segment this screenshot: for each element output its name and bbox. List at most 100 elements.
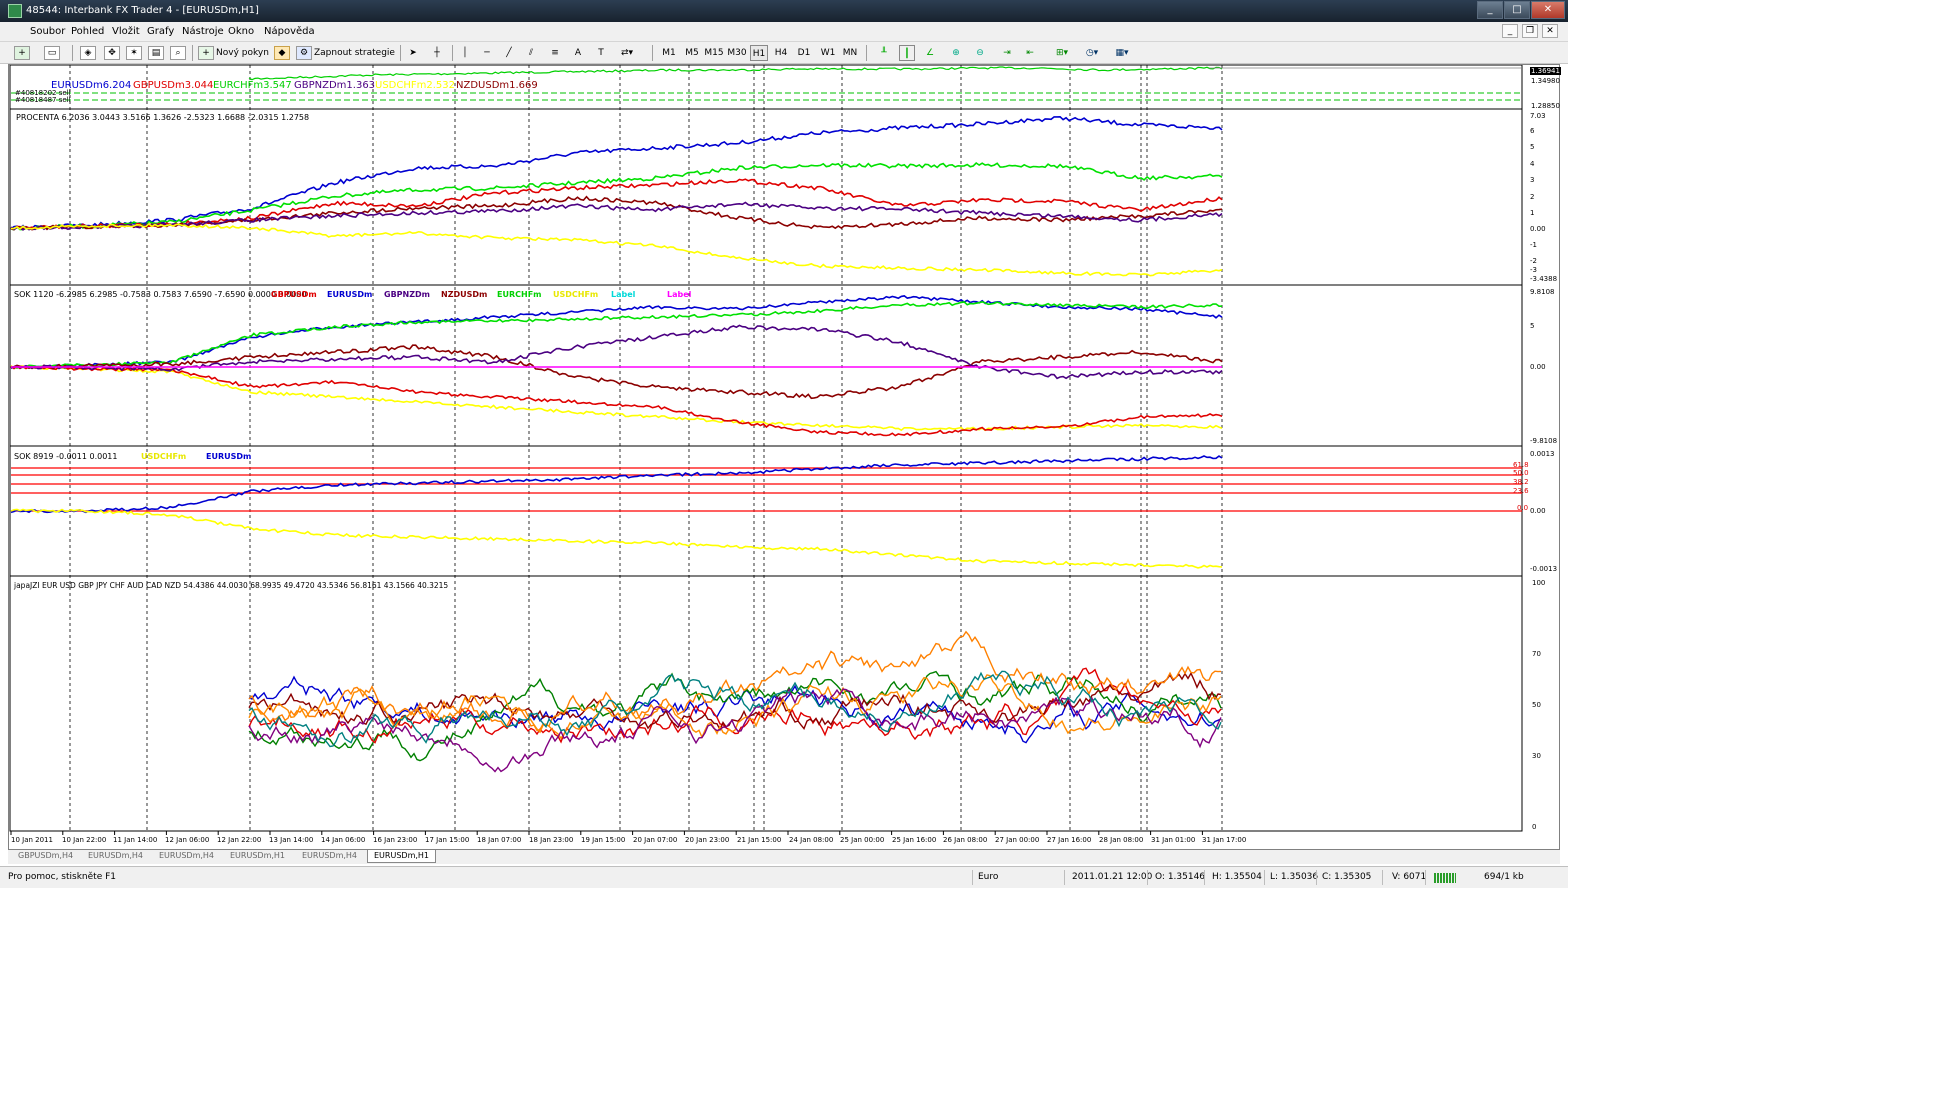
- status-traffic: 694/1 kb: [1484, 872, 1524, 882]
- zoom-out-icon[interactable]: ⊖: [976, 48, 984, 58]
- chart-window[interactable]: EURUSDm6.204 GBPUSDm3.044 EURCHFm3.547 G…: [8, 64, 1561, 851]
- procenta-scale: 5: [1530, 143, 1535, 151]
- maximize-button[interactable]: □: [1504, 1, 1530, 19]
- trendline-icon[interactable]: ╱: [506, 48, 512, 58]
- time-label: 18 Jan 07:00: [477, 836, 522, 844]
- autotrade-icon[interactable]: ⚙: [296, 46, 312, 60]
- period-h4[interactable]: H4: [774, 48, 788, 58]
- horizontal-line-icon[interactable]: ─: [484, 48, 490, 58]
- navigator-icon[interactable]: ✶: [126, 46, 142, 60]
- minimize-button[interactable]: _: [1477, 1, 1503, 19]
- procenta-usdchf: [10, 222, 1223, 277]
- candle-chart-icon[interactable]: ┃: [899, 45, 915, 61]
- menu-tools[interactable]: Nástroje: [182, 26, 224, 37]
- metaeditor-icon[interactable]: ◆: [274, 46, 290, 60]
- line-chart-icon[interactable]: ∠: [925, 48, 935, 58]
- menu-view[interactable]: Pohled: [71, 26, 105, 37]
- period-h1[interactable]: H1: [750, 45, 768, 61]
- japa-scale: 100: [1532, 579, 1546, 587]
- menu-bar: Soubor Pohled Vložit Grafy Nástroje Okno…: [0, 22, 1568, 42]
- chart-tab[interactable]: EURUSDm,H4: [159, 851, 215, 860]
- data-window-icon[interactable]: ✥: [104, 46, 120, 60]
- time-label: 31 Jan 01:00: [1151, 836, 1196, 844]
- sok1120-legend-nzdusd: NZDUSDm: [441, 290, 488, 299]
- autotrade-button[interactable]: Zapnout strategie: [314, 48, 395, 58]
- title-bar: 48544: Interbank FX Trader 4 - [EURUSDm,…: [0, 0, 1568, 22]
- price-scale-1: 1.34980: [1531, 77, 1560, 85]
- child-minimize-button[interactable]: _: [1502, 24, 1518, 38]
- profiles-icon[interactable]: ▭: [44, 46, 60, 60]
- time-label: 28 Jan 08:00: [1099, 836, 1144, 844]
- toolbar: + ▭ ◈ ✥ ✶ ▤ ⌕ + Nový pokyn ◆ ⚙ Zapnout s…: [0, 42, 1568, 64]
- new-order-button[interactable]: Nový pokyn: [216, 48, 269, 58]
- channel-icon[interactable]: ⫽: [528, 48, 533, 58]
- chart-tab[interactable]: EURUSDm,H4: [302, 851, 358, 860]
- sok8919-eurusd: [10, 455, 1223, 514]
- chart-tab[interactable]: EURUSDm,H4: [88, 851, 144, 860]
- order-label-2: #40818487 sell: [15, 96, 71, 104]
- zoom-in-icon[interactable]: ⊕: [952, 48, 960, 58]
- terminal-icon[interactable]: ▤: [148, 46, 164, 60]
- period-w1[interactable]: W1: [820, 48, 836, 58]
- japa-scale: 0: [1532, 823, 1537, 831]
- pane-frame: [9, 284, 1523, 447]
- japa-title: japaJZI EUR USD GBP JPY CHF AUD CAD NZD …: [14, 581, 449, 590]
- sok8919-scale: 0.00: [1530, 507, 1546, 515]
- child-close-button[interactable]: ✕: [1542, 24, 1558, 38]
- time-label: 31 Jan 17:00: [1202, 836, 1247, 844]
- japa-scale: 50: [1532, 701, 1541, 709]
- pane-frame: [9, 108, 1523, 286]
- chart-shift-icon[interactable]: ⇤: [1026, 48, 1034, 58]
- menu-window[interactable]: Okno: [228, 26, 255, 37]
- period-m5[interactable]: M5: [685, 48, 699, 58]
- periods-dropdown-icon[interactable]: ◷▾: [1085, 48, 1099, 58]
- new-order-icon[interactable]: +: [198, 46, 214, 60]
- procenta-scale: 7.03: [1530, 112, 1546, 120]
- menu-insert[interactable]: Vložit: [112, 26, 140, 37]
- arrows-dropdown-icon[interactable]: ⇄▾: [620, 48, 634, 58]
- autoscroll-icon[interactable]: ⇥: [1003, 48, 1011, 58]
- crosshair-icon[interactable]: ┼: [434, 48, 440, 58]
- strategy-tester-icon[interactable]: ⌕: [170, 46, 186, 60]
- period-m15[interactable]: M15: [704, 48, 724, 58]
- menu-charts[interactable]: Grafy: [147, 26, 175, 37]
- procenta-scale: -2: [1530, 257, 1537, 265]
- period-m1[interactable]: M1: [662, 48, 676, 58]
- period-mn[interactable]: MN: [842, 48, 858, 58]
- time-label: 20 Jan 23:00: [685, 836, 730, 844]
- connection-indicator-icon[interactable]: [1434, 873, 1456, 883]
- indicators-dropdown-icon[interactable]: ⊞▾: [1055, 48, 1069, 58]
- templates-dropdown-icon[interactable]: ▦▾: [1115, 48, 1129, 58]
- chart-tab[interactable]: GBPUSDm,H4: [18, 851, 74, 860]
- text-label-icon[interactable]: T: [598, 48, 604, 58]
- status-low: L: 1.35036: [1270, 872, 1319, 882]
- cursor-icon[interactable]: ➤: [409, 48, 417, 58]
- new-chart-icon[interactable]: +: [14, 46, 30, 60]
- sok8919-scale: -0.0013: [1530, 565, 1558, 573]
- chart-canvas[interactable]: [9, 65, 1561, 851]
- chart-tab[interactable]: EURUSDm,H1: [230, 851, 286, 860]
- bar-chart-icon[interactable]: ╨: [881, 48, 887, 58]
- time-label: 10 Jan 22:00: [62, 836, 107, 844]
- app-icon: [8, 4, 22, 18]
- menu-file[interactable]: Soubor: [30, 26, 66, 37]
- menu-help[interactable]: Nápověda: [264, 26, 315, 37]
- market-watch-icon[interactable]: ◈: [80, 46, 96, 60]
- sok8919-legend-usdchf: USDCHFm: [141, 452, 187, 461]
- procenta-scale: 1: [1530, 209, 1535, 217]
- fibo-level-label: 23.6: [1513, 487, 1529, 495]
- vertical-line-icon[interactable]: │: [462, 48, 468, 58]
- status-profile[interactable]: Euro: [978, 872, 999, 882]
- japa-currency-line: [248, 674, 1222, 740]
- fibo-icon[interactable]: ≡: [551, 48, 559, 58]
- close-button[interactable]: ✕: [1531, 1, 1565, 19]
- sok1120-legend-usdchf: USDCHFm: [553, 290, 599, 299]
- period-d1[interactable]: D1: [797, 48, 811, 58]
- procenta-eurusd: [10, 115, 1223, 230]
- chart-tab-active[interactable]: EURUSDm,H1: [367, 850, 437, 863]
- procenta-title: PROCENTA 6.2036 3.0443 3.5166 1.3626 -2.…: [16, 113, 310, 122]
- child-restore-button[interactable]: ❐: [1522, 24, 1538, 38]
- status-volume: V: 6071: [1392, 872, 1427, 882]
- period-m30[interactable]: M30: [727, 48, 747, 58]
- text-tool-icon[interactable]: A: [574, 48, 582, 58]
